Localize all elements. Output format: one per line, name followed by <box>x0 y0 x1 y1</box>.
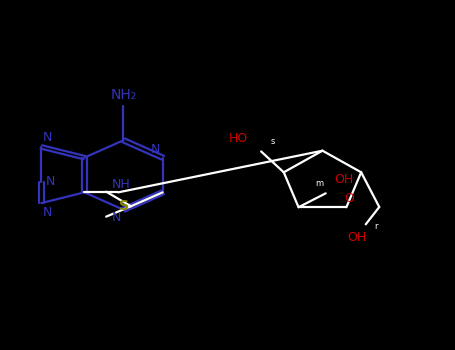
Text: HO: HO <box>228 132 248 145</box>
Text: NH₂: NH₂ <box>111 88 136 102</box>
Text: S: S <box>119 199 129 213</box>
Text: N: N <box>151 143 161 156</box>
Text: NH: NH <box>111 177 130 191</box>
Text: N: N <box>112 211 121 224</box>
Text: m: m <box>315 179 324 188</box>
Text: O: O <box>344 192 354 205</box>
Text: N: N <box>43 206 52 219</box>
Text: N: N <box>43 131 52 144</box>
Text: N: N <box>46 175 55 188</box>
Text: s: s <box>270 137 274 146</box>
Text: OH: OH <box>347 231 366 244</box>
Text: OH: OH <box>335 173 354 187</box>
Text: r: r <box>375 222 378 231</box>
